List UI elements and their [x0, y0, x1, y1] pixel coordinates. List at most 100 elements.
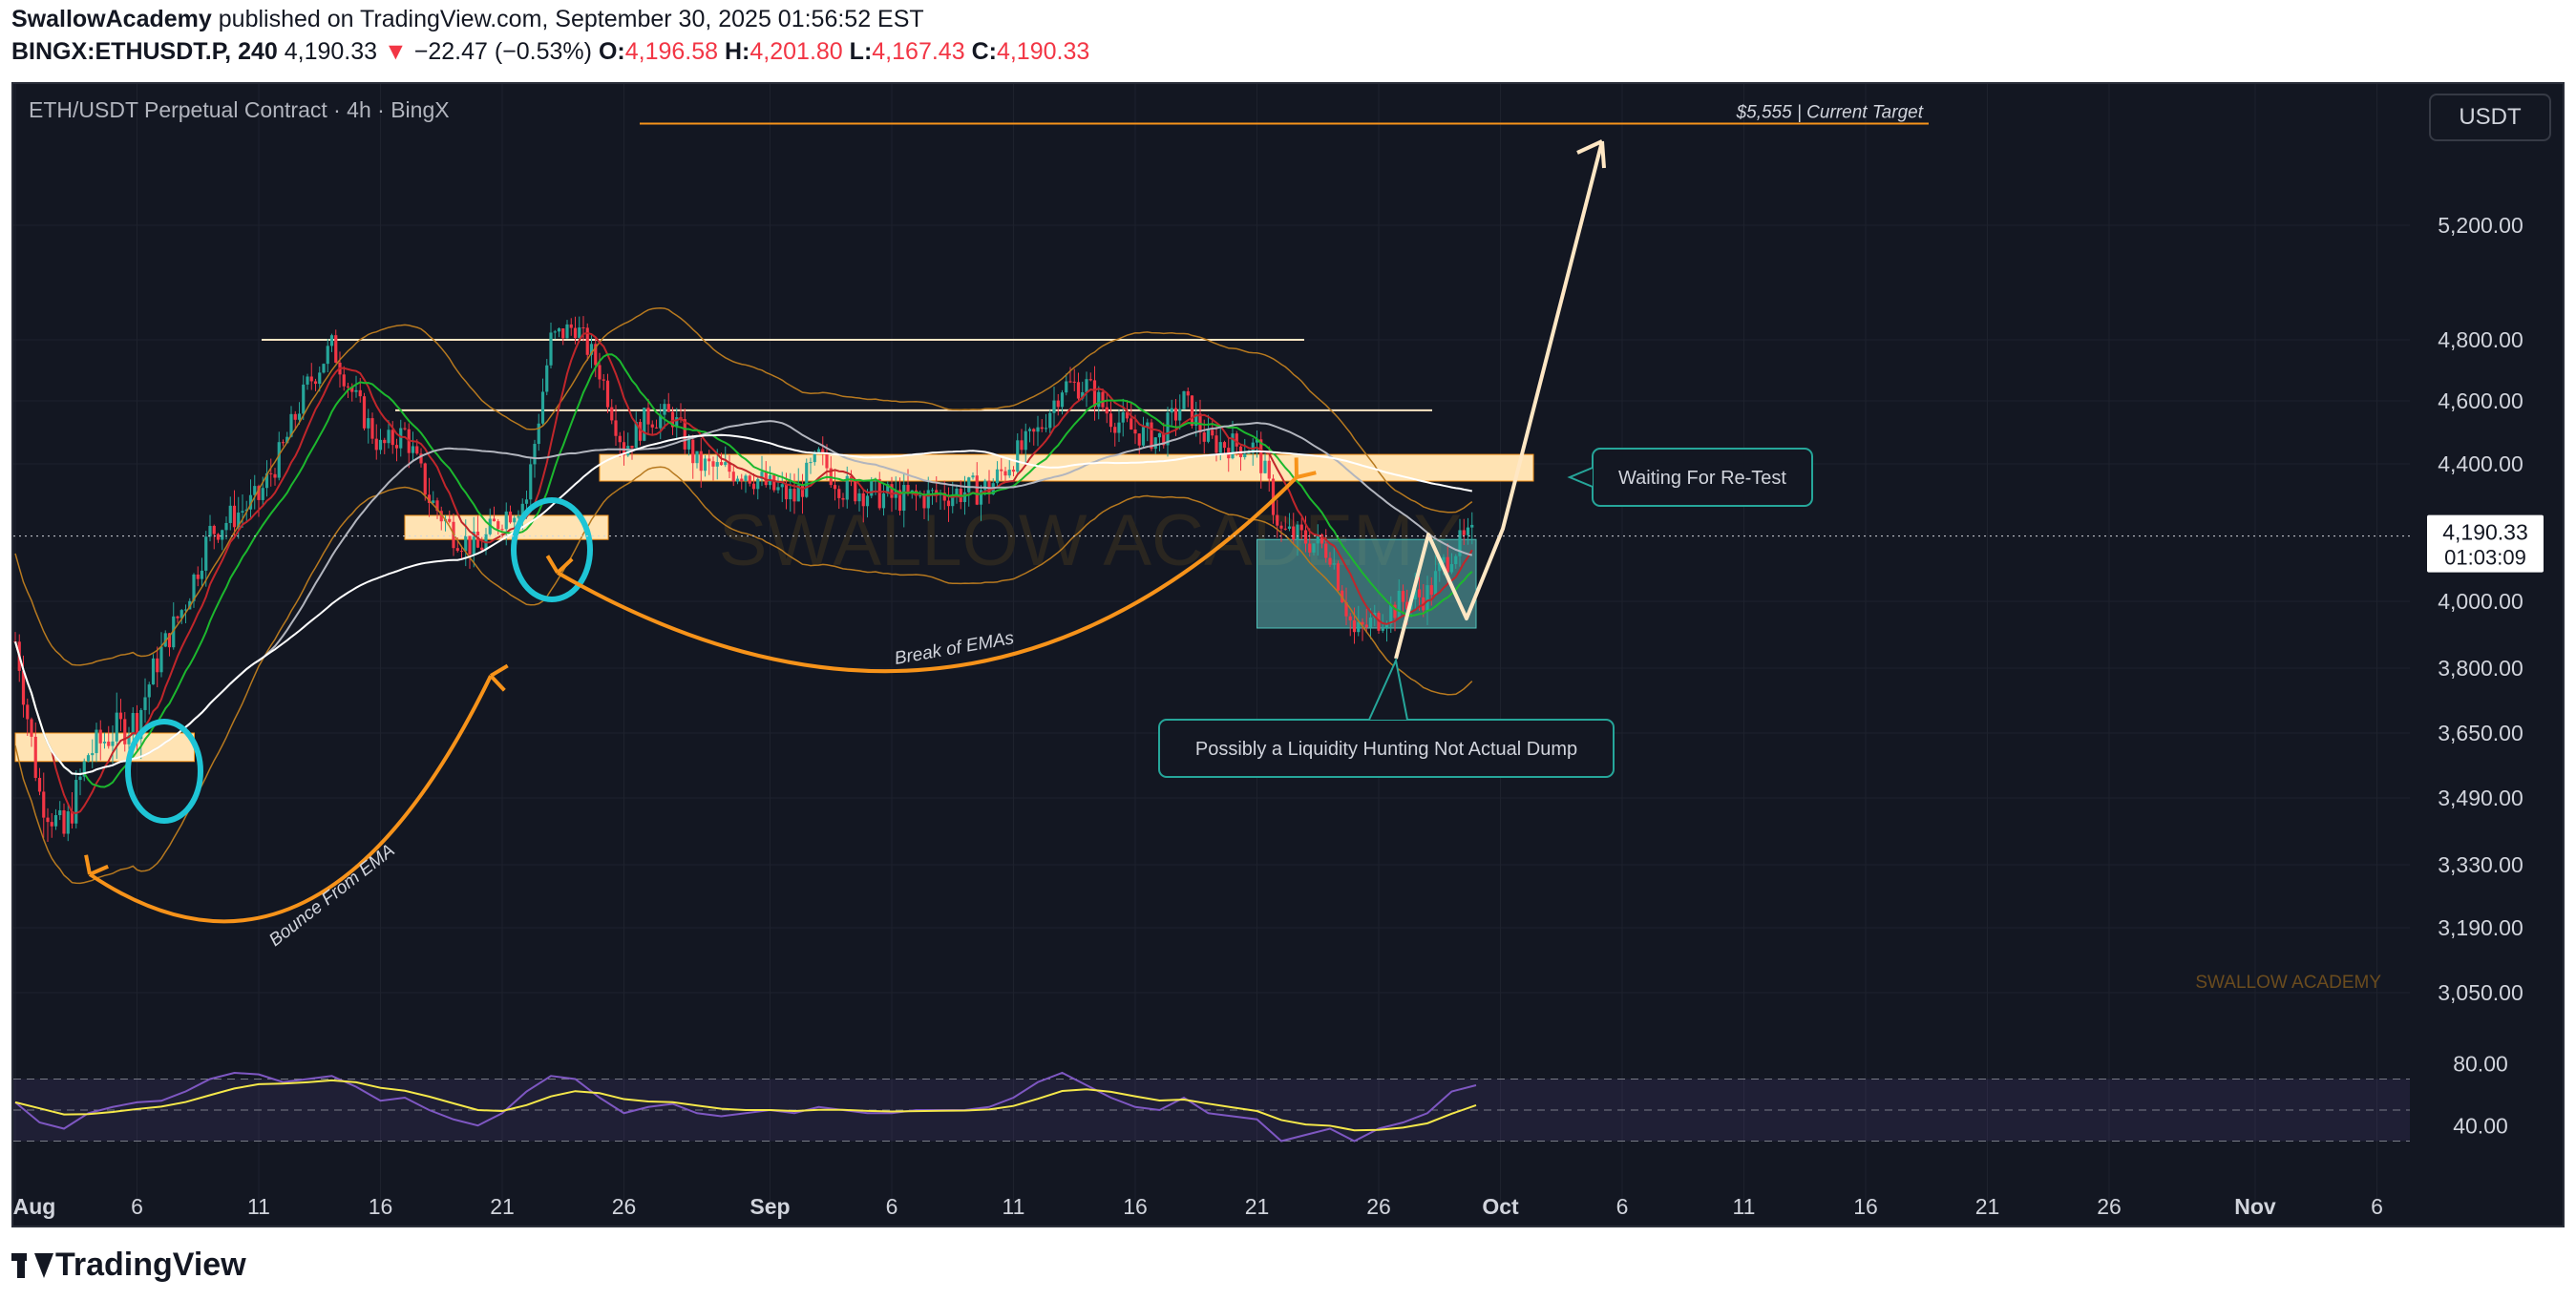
candle-body — [857, 493, 861, 502]
candle-body — [1368, 618, 1373, 628]
author-name[interactable]: SwallowAcademy — [11, 6, 212, 32]
grid-lines — [13, 84, 2410, 1201]
candle-body — [1222, 442, 1227, 449]
liquidity-callout: Possibly a Liquidity Hunting Not Actual … — [1158, 657, 1615, 778]
arrowhead — [84, 854, 109, 876]
candle-body — [1316, 534, 1320, 544]
candle-body — [224, 522, 228, 531]
candle-body — [1348, 616, 1352, 620]
footer-brand[interactable]: TradingView — [11, 1247, 246, 1284]
candle-body — [508, 511, 513, 523]
candle-body — [346, 386, 350, 388]
high-value: 4,201.80 — [750, 38, 843, 65]
candle-body — [70, 811, 74, 824]
candle-body — [626, 446, 630, 456]
candle-body — [1413, 589, 1417, 600]
candle-body — [1194, 413, 1198, 427]
candle-body — [545, 365, 549, 392]
candle-body — [918, 495, 922, 497]
candle-body — [585, 327, 589, 355]
candle-body — [37, 777, 42, 792]
break-emas-label: Break of EMAs — [893, 628, 1016, 669]
candle-body — [143, 697, 147, 710]
candle-body — [1133, 429, 1137, 434]
close-value: 4,190.33 — [996, 38, 1090, 65]
candle-body — [670, 411, 675, 428]
candle-body — [1068, 381, 1072, 383]
candle-body — [1166, 412, 1170, 446]
candle-body — [492, 518, 496, 522]
candle-body — [383, 439, 387, 444]
candle-body — [825, 452, 829, 469]
candle-body — [967, 477, 971, 493]
candle-body — [1097, 391, 1101, 408]
candle-body — [870, 480, 874, 496]
candle-body — [1433, 571, 1438, 596]
currency-button[interactable]: USDT — [2429, 94, 2551, 141]
candle-body — [232, 505, 237, 528]
candle-body — [204, 536, 208, 571]
candle-body — [1206, 430, 1211, 442]
time-tick-label: 21 — [490, 1194, 515, 1219]
candle-body — [517, 515, 520, 518]
candle-body — [881, 493, 886, 509]
candle-body — [1397, 591, 1401, 619]
candle-body — [179, 610, 183, 619]
candles — [13, 316, 1474, 843]
candle-body — [313, 381, 318, 385]
price-tag-countdown: 01:03:09 — [2444, 546, 2526, 570]
candle-body — [784, 484, 789, 500]
candle-body — [91, 753, 95, 756]
candle-body — [50, 822, 53, 827]
candle-body — [529, 464, 533, 500]
candle-body — [1117, 422, 1121, 433]
candle-body — [66, 811, 70, 834]
candle-body — [1137, 433, 1141, 446]
ema-fast-line — [14, 331, 1473, 814]
price-tick-label: 3,050.00 — [2438, 980, 2523, 1005]
candle-body — [30, 719, 33, 737]
candle-body — [111, 741, 115, 746]
open-value: 4,196.58 — [624, 38, 719, 65]
candle-body — [1027, 429, 1032, 431]
chart-title: ETH/USDT Perpetual Contract · 4h · BingX — [29, 97, 450, 122]
candle-body — [1125, 411, 1130, 419]
candle-body — [1393, 604, 1397, 619]
publish-line: SwallowAcademy published on TradingView.… — [11, 6, 924, 33]
candle-body — [1449, 564, 1454, 573]
bounce-arrow-curve — [88, 675, 493, 924]
candle-body — [468, 535, 472, 555]
time-tick-label: 11 — [247, 1194, 270, 1219]
candle-body — [751, 483, 756, 490]
candle-body — [1361, 621, 1364, 625]
candle-body — [131, 712, 135, 736]
candle-body — [1308, 543, 1312, 553]
candle-body — [496, 521, 500, 530]
candle-body — [1060, 392, 1065, 408]
high-label: H: — [725, 38, 750, 65]
candle-body — [183, 609, 188, 611]
candle-body — [1182, 390, 1186, 409]
price-tick-label: 3,800.00 — [2438, 656, 2523, 681]
target-label: $5,555 | Current Target — [1736, 103, 1924, 123]
candle-body — [837, 489, 841, 498]
candle-body — [1377, 613, 1381, 631]
candle-body — [1429, 585, 1433, 596]
candle-body — [123, 719, 127, 744]
candle-body — [394, 445, 399, 449]
chart-frame[interactable]: SWALLOW ACADEMY SWALLOW ACADEMY $5,555 | C… — [11, 82, 2565, 1227]
candle-body — [1243, 453, 1247, 458]
candle-body — [663, 404, 666, 415]
candle-body — [602, 379, 605, 381]
tradingview-logo-icon — [11, 1252, 53, 1278]
low-value: 4,167.43 — [872, 38, 965, 65]
candle-body — [1251, 442, 1255, 453]
candle-body — [979, 490, 983, 505]
candle-body — [724, 462, 728, 466]
candle-body — [581, 327, 585, 329]
time-tick-label: 26 — [1366, 1194, 1391, 1219]
candle-body — [707, 458, 711, 462]
candle-body — [58, 809, 62, 816]
time-tick-label: 6 — [886, 1194, 898, 1219]
